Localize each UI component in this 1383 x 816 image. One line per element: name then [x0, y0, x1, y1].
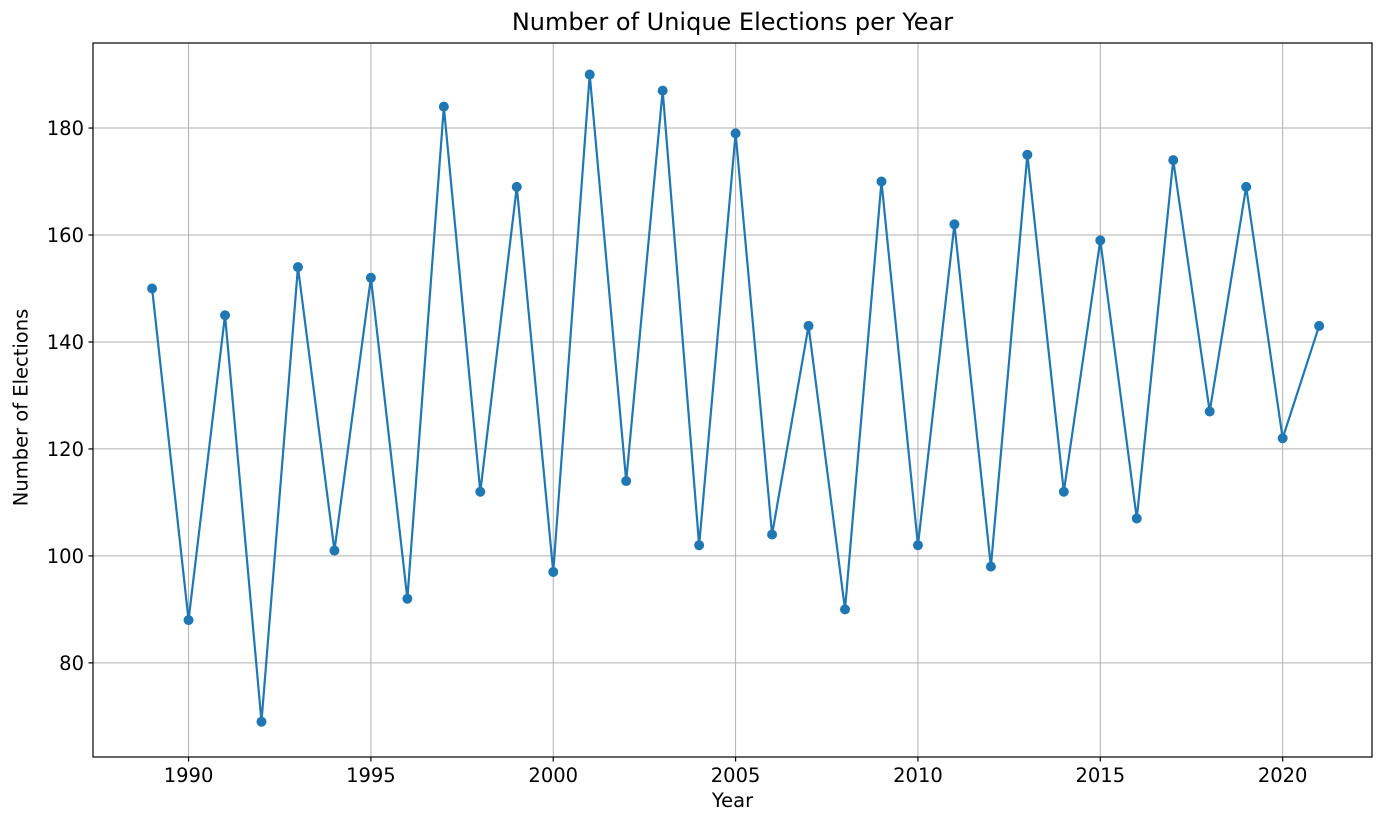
data-point-marker	[985, 561, 996, 572]
data-point-marker	[292, 262, 303, 273]
data-point-marker	[511, 181, 522, 192]
data-point-marker	[438, 101, 449, 112]
data-point-marker	[1277, 433, 1288, 444]
chart-title: Number of Unique Elections per Year	[511, 8, 954, 36]
data-point-marker	[730, 128, 741, 139]
data-point-marker	[365, 272, 376, 283]
data-point-marker	[767, 529, 778, 540]
data-point-marker	[548, 566, 559, 577]
data-point-marker	[657, 85, 668, 96]
y-axis-ticks: 80 100 120 140 160 180	[47, 117, 93, 675]
x-axis-label: Year	[711, 789, 754, 812]
data-point-marker	[147, 283, 158, 294]
y-tick-label: 120	[47, 438, 84, 461]
x-tick-label: 2010	[893, 764, 943, 787]
data-point-marker	[876, 176, 887, 187]
data-point-marker	[1168, 155, 1179, 166]
data-points	[147, 69, 1325, 727]
data-point-marker	[803, 320, 814, 331]
data-point-marker	[840, 604, 851, 615]
data-point-marker	[1022, 149, 1033, 160]
data-point-marker	[220, 310, 231, 321]
grid-lines	[93, 43, 1372, 757]
x-tick-label: 1990	[164, 764, 214, 787]
x-tick-label: 2005	[711, 764, 761, 787]
data-point-marker	[1095, 235, 1106, 246]
x-tick-label: 2020	[1258, 764, 1308, 787]
data-point-marker	[1241, 181, 1252, 192]
x-tick-label: 1995	[346, 764, 396, 787]
data-point-marker	[621, 476, 632, 487]
data-point-marker	[694, 540, 705, 551]
y-tick-label: 80	[59, 652, 84, 675]
data-point-marker	[949, 219, 960, 230]
x-tick-label: 2000	[528, 764, 578, 787]
data-point-marker	[1204, 406, 1215, 417]
y-axis-label: Number of Elections	[9, 308, 33, 507]
data-point-marker	[1058, 486, 1069, 497]
plot-border	[92, 42, 1373, 758]
y-tick-label: 160	[47, 224, 84, 247]
data-point-marker	[329, 545, 340, 556]
data-point-marker	[183, 615, 194, 626]
data-point-marker	[402, 593, 413, 604]
y-tick-label: 100	[47, 545, 84, 568]
data-point-marker	[256, 716, 267, 727]
data-point-marker	[1131, 513, 1142, 524]
x-tick-label: 2015	[1075, 764, 1125, 787]
data-point-marker	[475, 486, 486, 497]
y-tick-label: 180	[47, 117, 84, 140]
data-point-marker	[1314, 320, 1325, 331]
y-tick-label: 140	[47, 331, 84, 354]
data-point-marker	[584, 69, 595, 80]
data-point-marker	[912, 540, 923, 551]
x-axis-ticks: 1990 1995 2000 2005 2010 2015 2020	[164, 757, 1308, 787]
